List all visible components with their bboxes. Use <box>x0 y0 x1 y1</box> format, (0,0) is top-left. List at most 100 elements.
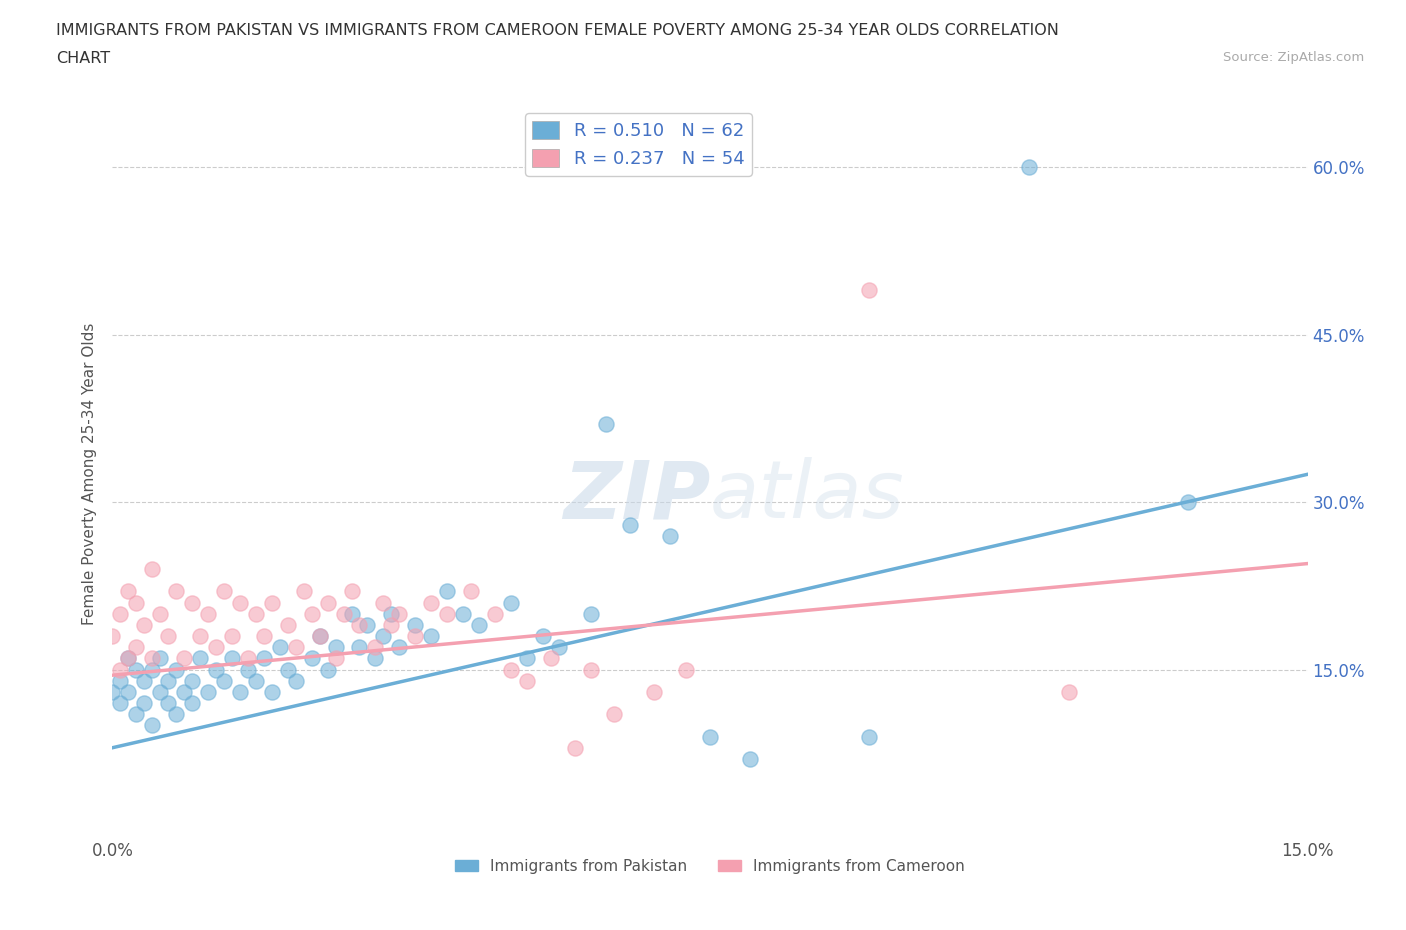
Point <box>388 640 411 655</box>
Point <box>205 662 228 677</box>
Point <box>579 662 602 677</box>
Point <box>325 651 347 666</box>
Point <box>404 629 426 644</box>
Point <box>157 629 180 644</box>
Point <box>858 729 880 744</box>
Point <box>332 606 354 621</box>
Point <box>308 629 330 644</box>
Point <box>101 684 124 699</box>
Point <box>699 729 721 744</box>
Point <box>340 584 363 599</box>
Point <box>301 651 323 666</box>
Point <box>595 417 617 432</box>
Point <box>603 707 626 722</box>
Point <box>420 629 443 644</box>
Point <box>229 595 252 610</box>
Point <box>364 651 387 666</box>
Point <box>540 651 562 666</box>
Point <box>269 640 291 655</box>
Point <box>388 606 411 621</box>
Point <box>468 618 491 632</box>
Point <box>117 651 139 666</box>
Point <box>564 740 586 755</box>
Point <box>1177 495 1199 510</box>
Point <box>340 606 363 621</box>
Legend: Immigrants from Pakistan, Immigrants from Cameroon: Immigrants from Pakistan, Immigrants fro… <box>449 853 972 880</box>
Point <box>236 651 259 666</box>
Point <box>173 651 195 666</box>
Point <box>236 662 259 677</box>
Point <box>643 684 665 699</box>
Text: CHART: CHART <box>56 51 110 66</box>
Point <box>675 662 697 677</box>
Point <box>619 517 641 532</box>
Point <box>117 584 139 599</box>
Point <box>579 606 602 621</box>
Point <box>420 595 443 610</box>
Point <box>284 673 307 688</box>
Point <box>547 640 569 655</box>
Point <box>260 684 283 699</box>
Point <box>292 584 315 599</box>
Point <box>499 595 522 610</box>
Point <box>197 684 219 699</box>
Point <box>858 283 880 298</box>
Point <box>134 673 156 688</box>
Point <box>205 640 228 655</box>
Point <box>125 640 148 655</box>
Point <box>221 629 243 644</box>
Point <box>141 662 163 677</box>
Point <box>277 618 299 632</box>
Point <box>245 673 267 688</box>
Point <box>197 606 219 621</box>
Point <box>134 696 156 711</box>
Text: IMMIGRANTS FROM PAKISTAN VS IMMIGRANTS FROM CAMEROON FEMALE POVERTY AMONG 25-34 : IMMIGRANTS FROM PAKISTAN VS IMMIGRANTS F… <box>56 23 1059 38</box>
Point <box>349 618 371 632</box>
Point <box>1018 160 1040 175</box>
Point <box>499 662 522 677</box>
Point <box>253 651 276 666</box>
Point <box>125 707 148 722</box>
Point <box>738 751 761 766</box>
Point <box>141 718 163 733</box>
Point <box>380 618 402 632</box>
Point <box>212 673 235 688</box>
Point <box>110 606 132 621</box>
Y-axis label: Female Poverty Among 25-34 Year Olds: Female Poverty Among 25-34 Year Olds <box>82 323 97 626</box>
Text: Source: ZipAtlas.com: Source: ZipAtlas.com <box>1223 51 1364 64</box>
Point <box>436 584 458 599</box>
Point <box>101 629 124 644</box>
Point <box>173 684 195 699</box>
Point <box>451 606 474 621</box>
Point <box>141 562 163 577</box>
Point <box>316 595 339 610</box>
Point <box>484 606 506 621</box>
Point <box>134 618 156 632</box>
Point <box>516 651 538 666</box>
Point <box>404 618 426 632</box>
Point <box>221 651 243 666</box>
Point <box>516 673 538 688</box>
Point <box>349 640 371 655</box>
Point <box>181 673 204 688</box>
Point <box>253 629 276 644</box>
Point <box>149 606 172 621</box>
Point <box>301 606 323 621</box>
Point <box>229 684 252 699</box>
Point <box>157 673 180 688</box>
Point <box>373 595 395 610</box>
Point <box>125 662 148 677</box>
Point <box>110 673 132 688</box>
Point <box>460 584 482 599</box>
Point <box>188 629 211 644</box>
Point <box>117 651 139 666</box>
Point <box>110 662 132 677</box>
Point <box>325 640 347 655</box>
Point <box>157 696 180 711</box>
Point <box>380 606 402 621</box>
Point <box>181 595 204 610</box>
Point <box>373 629 395 644</box>
Point <box>141 651 163 666</box>
Point <box>188 651 211 666</box>
Point <box>149 684 172 699</box>
